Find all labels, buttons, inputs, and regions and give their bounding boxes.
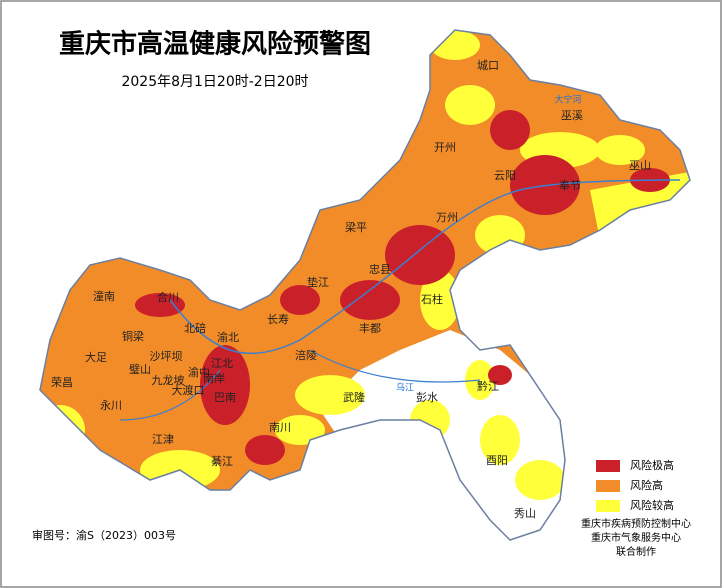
district-label: 渝中	[188, 365, 210, 379]
district-label: 渝北	[217, 330, 239, 344]
district-label: 巴南	[214, 391, 236, 404]
district-label: 荣昌	[51, 376, 73, 389]
risk-elevated-area	[595, 135, 645, 165]
risk-extreme-area	[340, 280, 400, 320]
district-label: 涪陵	[295, 348, 317, 362]
district-label: 南川	[269, 421, 291, 434]
legend-label: 风险较高	[630, 498, 674, 512]
district-label: 云阳	[494, 169, 516, 182]
risk-extreme-area	[135, 293, 185, 317]
district-label: 开州	[434, 141, 456, 154]
district-label: 铜梁	[122, 329, 144, 343]
legend-swatch	[596, 460, 620, 472]
district-label: 垫江	[307, 275, 329, 289]
legend-swatch	[596, 500, 620, 512]
low-risk-area	[320, 330, 580, 540]
district-label: 綦江	[211, 455, 233, 468]
risk-elevated-area	[295, 375, 365, 415]
district-label: 黔江	[477, 379, 499, 393]
risk-extreme-area	[200, 345, 250, 425]
district-label: 武隆	[343, 390, 365, 404]
river	[119, 369, 221, 421]
approval: 审图号：渝S（2023）003号	[32, 528, 176, 542]
district-label: 万州	[436, 211, 458, 224]
district-label: 璧山	[129, 362, 151, 376]
risk-extreme-area	[280, 285, 320, 315]
district-label: 奉节	[559, 178, 581, 192]
river-label: 乌江	[396, 382, 414, 394]
risk-extreme-area	[385, 225, 455, 285]
maker: 联合制作	[616, 545, 656, 558]
risk-extreme-area	[488, 365, 512, 385]
district-label: 江津	[152, 433, 174, 446]
district-label: 沙坪坝	[150, 349, 183, 363]
legend-swatch	[596, 480, 620, 492]
river	[309, 349, 481, 383]
district-label: 南岸	[203, 372, 225, 385]
maker: 重庆市疾病预防控制中心	[581, 517, 691, 530]
district-label: 九龙坡	[152, 374, 185, 387]
district-label: 大足	[85, 350, 107, 364]
district-label: 彭水	[416, 390, 438, 404]
river-label: 大宁河	[554, 94, 581, 106]
district-label: 大渡口	[172, 383, 205, 397]
risk-elevated-area	[515, 460, 565, 500]
title: 重庆市高温健康风险预警图	[59, 29, 371, 60]
risk-extreme-area	[490, 110, 530, 150]
district-label: 忠县	[369, 263, 391, 276]
district-label: 永川	[100, 398, 122, 412]
risk-elevated-area	[275, 415, 325, 445]
district-label: 城口	[477, 59, 499, 72]
risk-elevated-area	[420, 270, 460, 330]
risk-extreme-area	[245, 435, 285, 465]
district-label: 梁平	[345, 220, 367, 234]
maker: 重庆市气象服务中心	[591, 531, 681, 544]
risk-elevated-area	[445, 85, 495, 125]
district-label: 巫溪	[561, 109, 583, 122]
legend-label: 风险极高	[630, 458, 674, 472]
river	[169, 179, 681, 355]
district-label: 长寿	[267, 312, 289, 326]
district-label: 秀山	[514, 507, 536, 520]
district-label: 江北	[211, 357, 233, 370]
district-label: 北碚	[184, 321, 206, 335]
risk-elevated-area	[480, 415, 520, 465]
district-label: 合川	[157, 290, 179, 304]
district-label: 石柱	[421, 292, 443, 306]
subtitle: 2025年8月1日20时-2日20时	[121, 74, 308, 90]
district-label: 潼南	[93, 289, 115, 303]
district-label: 丰都	[359, 322, 381, 335]
legend-label: 风险高	[630, 478, 663, 492]
district-label: 巫山	[629, 159, 651, 172]
district-label: 酉阳	[486, 454, 508, 467]
